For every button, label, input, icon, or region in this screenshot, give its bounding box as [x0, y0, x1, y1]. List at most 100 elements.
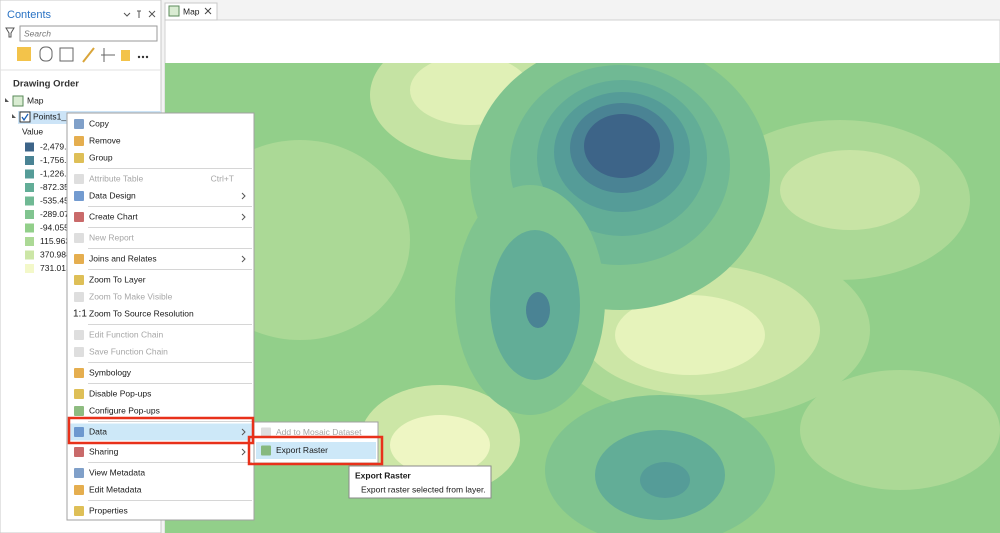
item-shortcut: Ctrl+T	[211, 173, 234, 183]
submenu-arrow	[241, 192, 246, 200]
legend-swatch	[25, 142, 34, 152]
item-label: Edit Function Chain	[89, 329, 163, 339]
menu-item[interactable]: Zoom To Layer	[74, 274, 146, 285]
menu-item: Add to Mosaic Dataset	[261, 427, 362, 438]
item-icon	[74, 347, 84, 357]
menu-item[interactable]: Data Design	[74, 190, 246, 201]
menu-item[interactable]: 1:1 Zoom To Source Resolution	[73, 308, 194, 319]
pane-controls[interactable]	[123, 10, 156, 18]
map-tab-icon	[168, 5, 180, 17]
item-icon	[74, 174, 84, 184]
item-label: Configure Pop-ups	[89, 405, 160, 415]
item-label: View Metadata	[89, 467, 145, 477]
menu-item[interactable]: Create Chart	[74, 211, 246, 222]
menu-panel	[66, 112, 255, 521]
item-icon	[74, 468, 84, 478]
checkmark	[21, 113, 29, 122]
legend-swatch	[25, 237, 34, 246]
layer-checkbox[interactable]	[19, 111, 31, 123]
legend-label: -872.357	[40, 182, 74, 192]
legend-heading: Value	[22, 126, 43, 136]
menu-item[interactable]: Properties	[74, 505, 128, 516]
legend-swatch	[25, 196, 34, 206]
item-icon	[74, 485, 84, 495]
legend-swatch	[25, 223, 34, 233]
legend-label: 731.013	[40, 263, 71, 273]
item-icon	[261, 427, 271, 438]
pane-toolbar[interactable]	[17, 46, 149, 63]
item-icon	[74, 275, 84, 285]
menu-item[interactable]: Sharing	[74, 446, 246, 457]
menu-item[interactable]: Export Raster	[256, 442, 376, 459]
menu-item[interactable]: Edit Metadata	[74, 484, 142, 495]
submenu: Add to Mosaic Dataset Export Raster	[253, 421, 379, 464]
item-label: Sharing	[89, 446, 119, 456]
expand-map[interactable]	[5, 98, 9, 102]
menu-item: Save Function Chain	[74, 346, 168, 357]
submenu-arrow	[241, 428, 246, 436]
item-icon	[74, 389, 84, 399]
item-icon	[74, 292, 84, 302]
tooltip-text: Export raster selected from layer.	[361, 484, 486, 494]
item-label: Edit Metadata	[89, 484, 142, 494]
item-label: Export Raster	[276, 445, 328, 455]
menu-item: New Report	[74, 232, 135, 243]
map-tab-close[interactable]	[204, 7, 212, 15]
item-icon	[74, 506, 84, 516]
filter-icon[interactable]	[5, 27, 15, 38]
item-label: Attribute Table	[89, 173, 143, 183]
menu-item[interactable]: Disable Pop-ups	[74, 388, 151, 399]
legend-swatch	[25, 183, 34, 192]
item-icon	[261, 445, 271, 456]
item-icon-text: 1:1	[73, 309, 87, 320]
item-label: Joins and Relates	[89, 253, 157, 263]
section-title: Drawing Order	[13, 79, 79, 90]
submenu-arrow	[241, 255, 246, 263]
item-icon	[74, 119, 84, 129]
submenu-arrow	[241, 213, 246, 221]
tree-layer[interactable]: Points1_K	[33, 111, 72, 121]
search-box[interactable]	[19, 25, 158, 42]
item-label: Zoom To Make Visible	[89, 291, 173, 301]
item-label: Symbology	[89, 367, 132, 377]
menu-item[interactable]: Data	[69, 423, 252, 441]
item-icon	[74, 330, 84, 340]
legend-label: -1,226.8	[40, 168, 71, 178]
map-icon	[12, 95, 24, 107]
menu-item[interactable]: Joins and Relates	[74, 253, 246, 264]
item-label: Data	[89, 426, 107, 436]
item-label: Group	[89, 152, 113, 162]
legend-swatch	[25, 250, 34, 260]
tooltip	[348, 465, 492, 499]
item-icon	[74, 212, 84, 222]
pane-title: Contents	[7, 9, 52, 21]
menu-item[interactable]: Configure Pop-ups	[74, 405, 160, 416]
menu-item[interactable]: Group	[74, 152, 113, 163]
legend-swatch	[25, 169, 34, 179]
legend-label: -94.055	[40, 222, 69, 232]
item-label: Create Chart	[89, 211, 138, 221]
map-tab-title: Map	[183, 6, 200, 16]
item-label: Zoom To Source Resolution	[89, 308, 194, 318]
menu-item[interactable]: View Metadata	[74, 467, 145, 478]
legend-swatch	[25, 210, 34, 219]
menu-item[interactable]: Remove	[74, 135, 121, 146]
item-icon	[74, 406, 84, 416]
legend-label: 370.984	[40, 249, 71, 259]
tooltip-title: Export Raster	[355, 470, 411, 480]
item-icon	[74, 368, 84, 378]
item-highlight	[69, 423, 252, 441]
menu-item[interactable]: Symbology	[74, 367, 132, 378]
menu-item: Zoom To Make Visible	[74, 291, 173, 302]
item-icon	[74, 447, 84, 457]
submenu-arrow	[241, 448, 246, 456]
item-icon	[74, 427, 84, 437]
tree-map[interactable]: Map	[27, 95, 44, 105]
item-label: Properties	[89, 505, 128, 515]
legend-label: -2,479.2	[40, 141, 71, 151]
expand-layer[interactable]	[12, 114, 16, 118]
menu-item[interactable]: Copy	[74, 118, 110, 129]
